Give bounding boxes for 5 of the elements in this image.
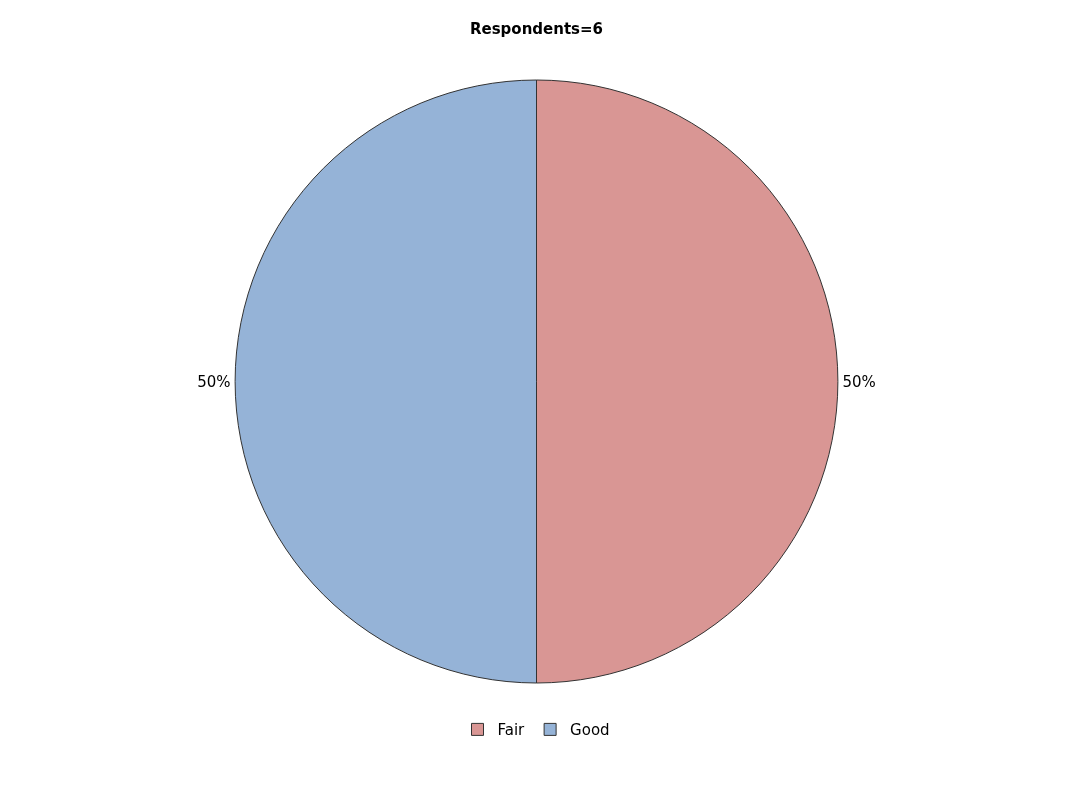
legend-label: Fair bbox=[497, 721, 526, 740]
chart-title: Respondents=6 bbox=[469, 20, 604, 39]
data-label: 50% bbox=[842, 372, 876, 391]
legend-label: Good bbox=[570, 721, 610, 740]
data-label: 50% bbox=[197, 372, 231, 391]
